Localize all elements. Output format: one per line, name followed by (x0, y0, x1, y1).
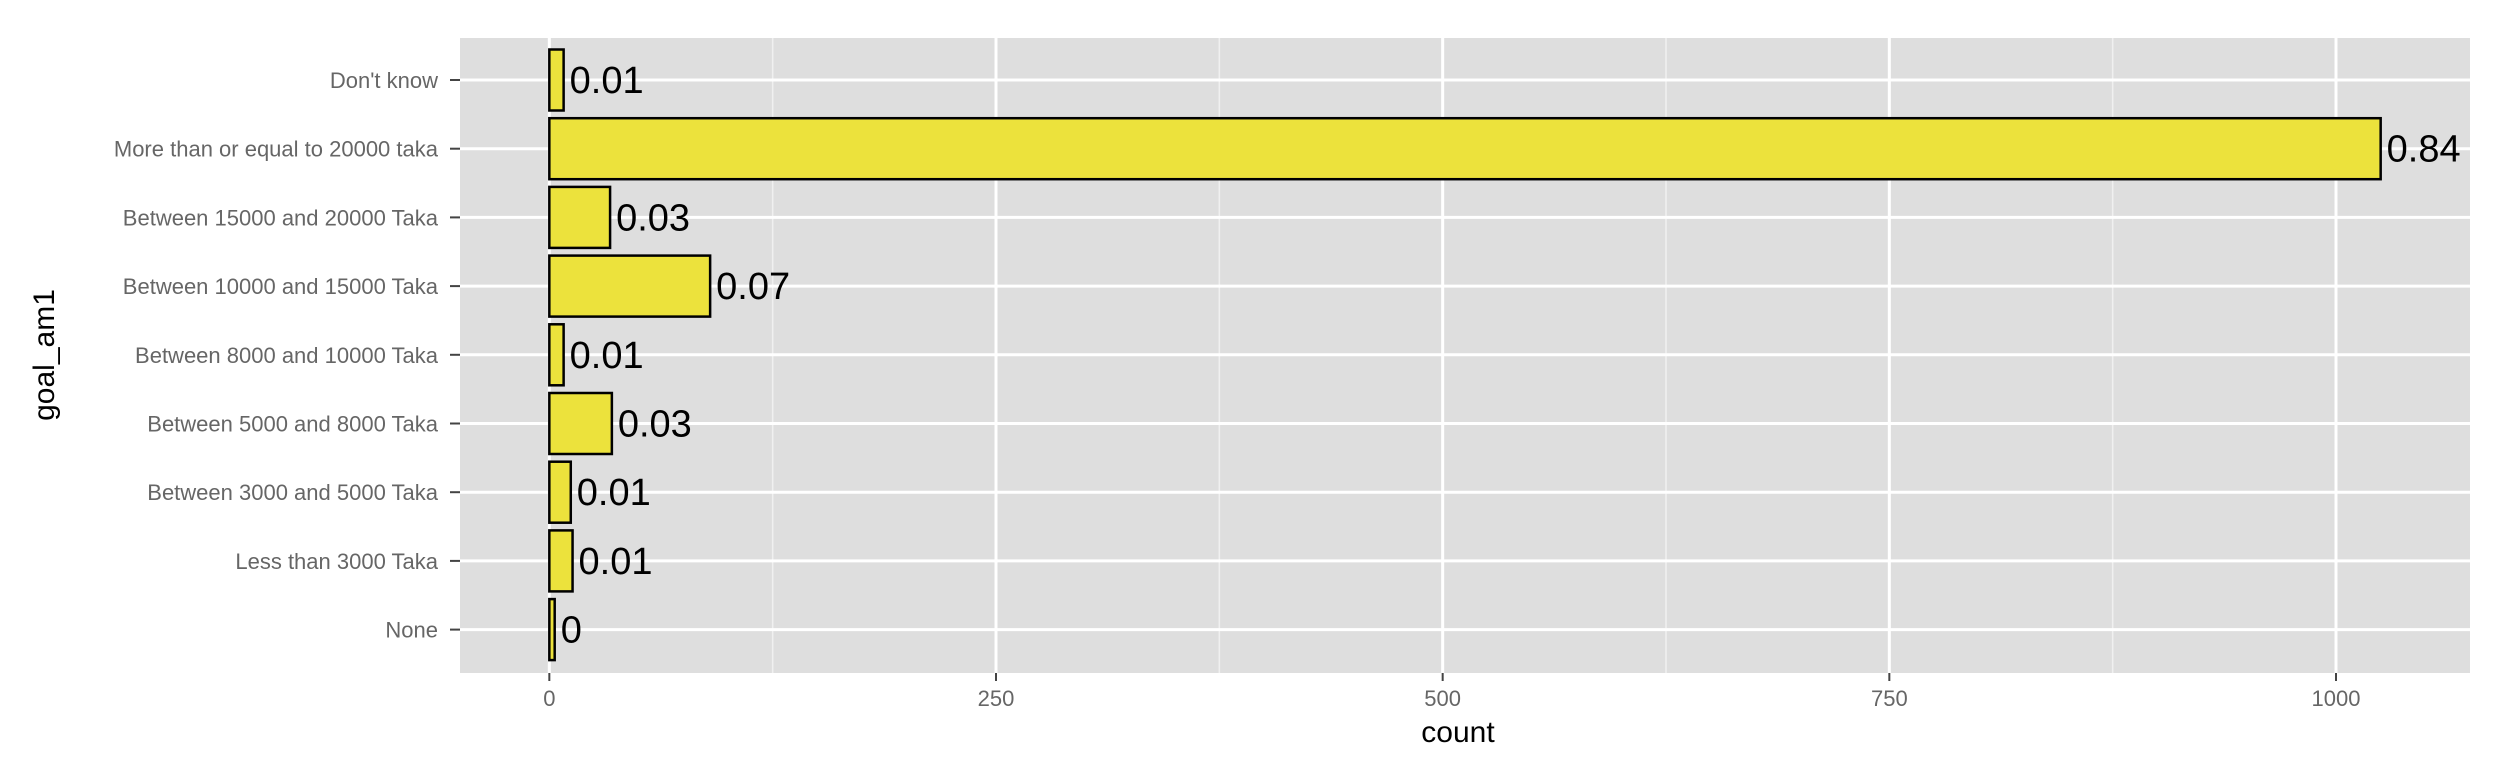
bar-data-label: 0.01 (577, 472, 651, 514)
data-labels: 0.01 0.84 0.03 0.07 0.01 0.03 0.01 0.01 0 (561, 60, 2461, 652)
x-tick-label: 0 (543, 686, 555, 711)
y-tick-label: More than or equal to 20000 taka (114, 137, 439, 162)
y-axis-ticks: Don't know More than or equal to 20000 ta… (114, 68, 460, 643)
x-tick-label: 250 (978, 686, 1015, 711)
x-tick-label: 500 (1424, 686, 1461, 711)
bar (548, 48, 565, 112)
y-tick-label: Less than 3000 Taka (235, 549, 438, 574)
y-tick-label: Between 15000 and 20000 Taka (123, 205, 439, 230)
bar-data-label: 0.03 (616, 197, 690, 239)
x-axis-ticks: 0 250 500 750 1000 (543, 673, 2360, 711)
y-tick-label: None (385, 618, 438, 643)
x-tick-label: 750 (1871, 686, 1908, 711)
bar-data-label: 0.84 (2387, 129, 2461, 171)
y-tick-label: Between 5000 and 8000 Taka (147, 412, 438, 437)
bar-data-label: 0.01 (579, 541, 653, 583)
bar (548, 185, 612, 250)
bar (548, 391, 614, 456)
bar-data-label: 0.01 (570, 60, 644, 102)
y-tick-label: Between 3000 and 5000 Taka (147, 480, 438, 505)
x-axis-title: count (1421, 716, 1495, 749)
bar-data-label: 0.01 (570, 335, 644, 377)
bar-data-label: 0 (561, 610, 582, 652)
bar (548, 597, 556, 662)
bar (548, 323, 565, 387)
bar (548, 254, 712, 318)
y-tick-label: Don't know (330, 68, 438, 93)
bar (548, 116, 2382, 181)
y-axis-title: goal_am1 (28, 289, 61, 421)
bar-data-label: 0.07 (716, 266, 790, 308)
y-tick-label: Between 8000 and 10000 Taka (135, 343, 439, 368)
bar-data-label: 0.03 (618, 404, 692, 446)
bar (548, 460, 573, 524)
x-tick-label: 1000 (2312, 686, 2361, 711)
bars (548, 48, 2382, 662)
bar (548, 529, 574, 593)
y-tick-label: Between 10000 and 15000 Taka (123, 274, 439, 299)
